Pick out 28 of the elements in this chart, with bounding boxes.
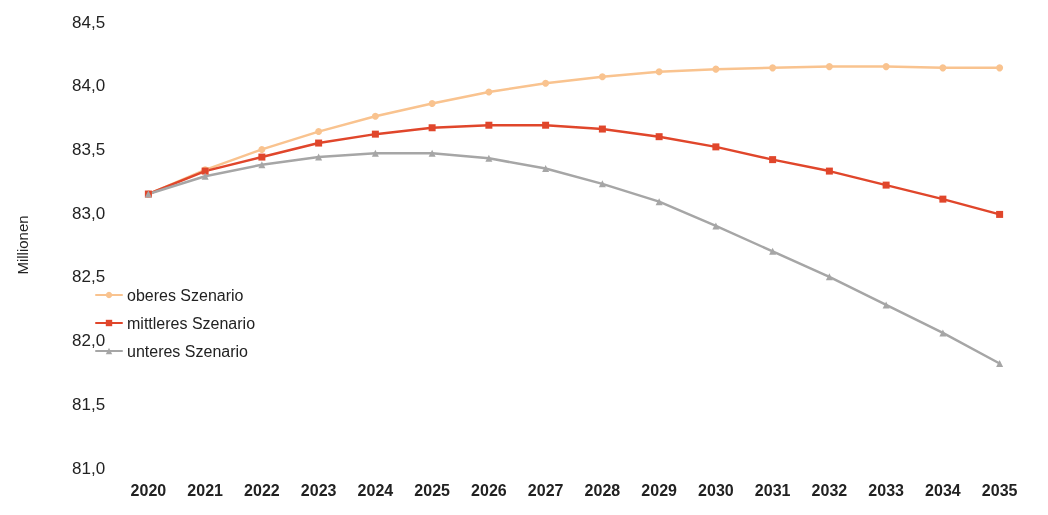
y-axis-title: Millionen — [14, 215, 31, 275]
x-tick-label: 2030 — [698, 481, 734, 499]
legend-label: oberes Szenario — [127, 286, 244, 304]
x-tick-label: 2034 — [925, 481, 961, 499]
x-tick-label: 2031 — [754, 481, 791, 499]
x-tick-label: 2035 — [981, 481, 1018, 499]
x-tick-label: 2026 — [471, 481, 507, 499]
y-tick-label: 82,0 — [72, 331, 106, 351]
y-tick-label: 84,0 — [72, 76, 106, 96]
x-tick-label: 2020 — [130, 481, 167, 499]
x-tick-label: 2022 — [244, 481, 280, 499]
legend-label: mittleres Szenario — [127, 314, 256, 332]
x-tick-label: 2029 — [641, 481, 678, 499]
y-tick-label: 82,5 — [72, 267, 106, 287]
x-tick-label: 2027 — [527, 481, 564, 499]
x-tick-label: 2033 — [868, 481, 905, 499]
legend-label: unteres Szenario — [127, 342, 249, 360]
y-tick-label: 83,5 — [72, 139, 106, 159]
x-tick-label: 2028 — [584, 481, 621, 499]
y-tick-label: 83,0 — [72, 203, 106, 223]
y-tick-label: 81,0 — [72, 458, 106, 478]
y-tick-label: 81,5 — [72, 394, 106, 414]
x-tick-label: 2025 — [414, 481, 451, 499]
x-tick-label: 2024 — [357, 481, 394, 499]
x-tick-label: 2023 — [300, 481, 337, 499]
x-tick-label: 2032 — [811, 481, 848, 499]
x-tick-label: 2021 — [187, 481, 224, 499]
y-tick-label: 84,5 — [72, 12, 106, 32]
